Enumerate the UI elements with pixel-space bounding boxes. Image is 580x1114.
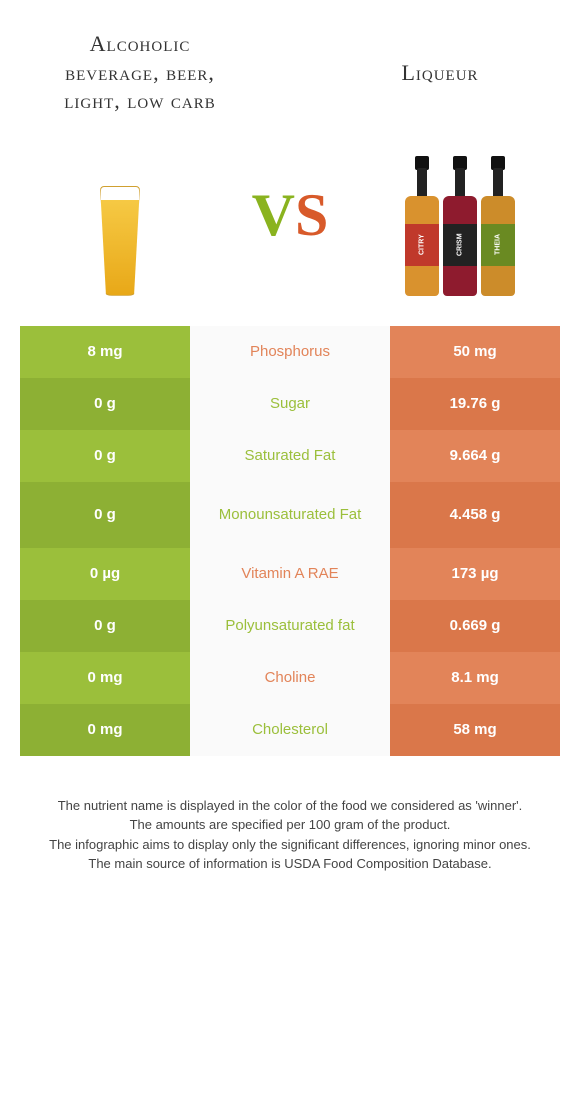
right-value: 50 mg (390, 326, 560, 378)
header: Alcoholic beverage, beer, light, low car… (0, 0, 580, 126)
left-value: 8 mg (20, 326, 190, 378)
nutrient-name: Polyunsaturated fat (190, 600, 390, 652)
right-value: 9.664 g (390, 430, 560, 482)
footer-line: The amounts are specified per 100 gram o… (30, 815, 550, 835)
left-value: 0 g (20, 600, 190, 652)
left-value: 0 g (20, 482, 190, 548)
beer-glass-icon (90, 166, 150, 296)
comparison-table: 8 mg Phosphorus 50 mg 0 g Sugar 19.76 g … (20, 326, 560, 756)
right-value: 8.1 mg (390, 652, 560, 704)
right-value: 173 µg (390, 548, 560, 600)
left-value: 0 mg (20, 704, 190, 756)
left-value: 0 µg (20, 548, 190, 600)
bottles-icon: CITRY CRISM THEIA (405, 156, 515, 296)
table-row: 0 g Monounsaturated Fat 4.458 g (20, 482, 560, 548)
footer-line: The infographic aims to display only the… (30, 835, 550, 855)
table-row: 0 g Saturated Fat 9.664 g (20, 430, 560, 482)
footer-line: The main source of information is USDA F… (30, 854, 550, 874)
right-value: 58 mg (390, 704, 560, 756)
images-row: VS CITRY CRISM THEIA (0, 126, 580, 326)
nutrient-name: Saturated Fat (190, 430, 390, 482)
bottle-icon: THEIA (481, 156, 515, 296)
vs-s: S (295, 182, 328, 248)
nutrient-name: Sugar (190, 378, 390, 430)
nutrient-name: Choline (190, 652, 390, 704)
table-row: 8 mg Phosphorus 50 mg (20, 326, 560, 378)
footer-notes: The nutrient name is displayed in the co… (0, 756, 580, 914)
left-value: 0 g (20, 378, 190, 430)
footer-line: The nutrient name is displayed in the co… (30, 796, 550, 816)
nutrient-name: Monounsaturated Fat (190, 482, 390, 548)
beer-image (40, 136, 200, 296)
vs-label: VS (252, 181, 329, 250)
table-row: 0 g Sugar 19.76 g (20, 378, 560, 430)
table-row: 0 mg Cholesterol 58 mg (20, 704, 560, 756)
nutrient-name: Vitamin A RAE (190, 548, 390, 600)
left-value: 0 mg (20, 652, 190, 704)
nutrient-name: Cholesterol (190, 704, 390, 756)
bottle-icon: CITRY (405, 156, 439, 296)
liqueur-image: CITRY CRISM THEIA (380, 136, 540, 296)
right-value: 4.458 g (390, 482, 560, 548)
bottle-icon: CRISM (443, 156, 477, 296)
right-value: 0.669 g (390, 600, 560, 652)
vs-v: V (252, 182, 295, 248)
left-value: 0 g (20, 430, 190, 482)
table-row: 0 g Polyunsaturated fat 0.669 g (20, 600, 560, 652)
right-value: 19.76 g (390, 378, 560, 430)
table-row: 0 mg Choline 8.1 mg (20, 652, 560, 704)
right-title: Liqueur (340, 59, 540, 88)
nutrient-name: Phosphorus (190, 326, 390, 378)
left-title: Alcoholic beverage, beer, light, low car… (40, 30, 240, 116)
table-row: 0 µg Vitamin A RAE 173 µg (20, 548, 560, 600)
